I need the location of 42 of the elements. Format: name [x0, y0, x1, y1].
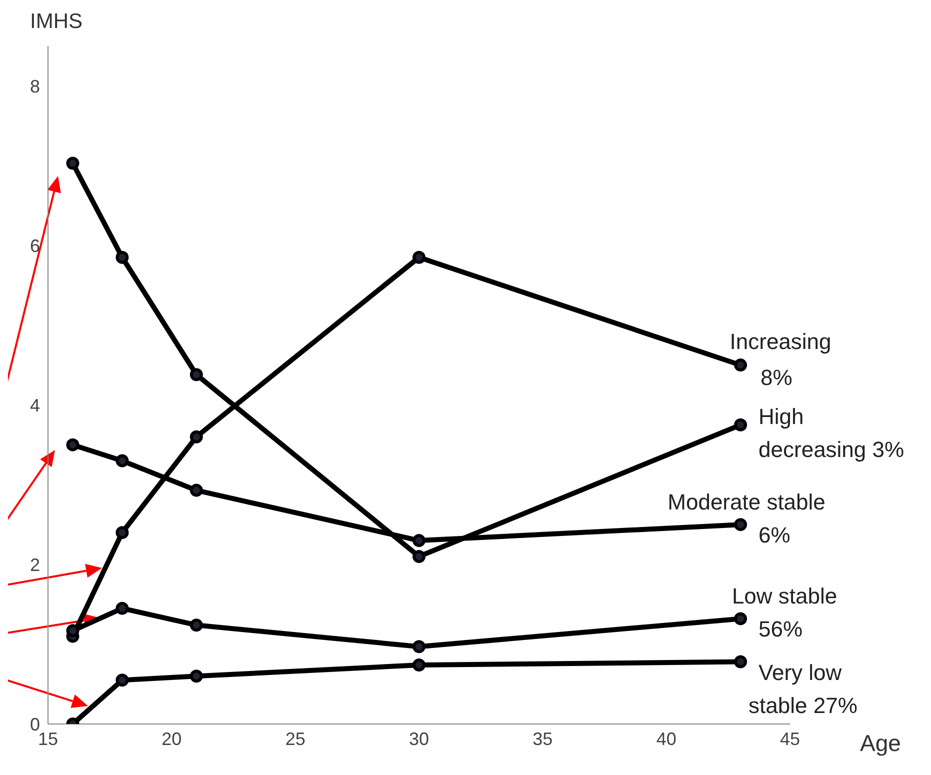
point: [116, 526, 129, 540]
point: [412, 550, 426, 563]
y-axis-title: IMHS: [30, 10, 82, 34]
point: [412, 640, 426, 654]
series-label: Very low stable 27%: [748, 660, 858, 718]
y-tick-label: 8: [30, 76, 40, 96]
series-label: Increasing 8%: [730, 329, 832, 390]
point: [412, 658, 426, 672]
y-tick-label: 6: [30, 236, 40, 256]
point: [734, 518, 748, 532]
point: [412, 250, 426, 264]
x-tick-label: 35: [532, 728, 553, 749]
series-label: Moderate stable 6%: [668, 490, 826, 548]
point: [66, 624, 80, 638]
point: [734, 612, 748, 626]
point: [66, 156, 80, 170]
x-tick-label: 30: [408, 728, 430, 749]
x-axis-title: Age: [860, 730, 901, 757]
series-label: Low stable 56%: [732, 584, 838, 642]
series-label: High decreasing 3%: [758, 404, 904, 462]
point: [66, 438, 80, 452]
y-tick-label: 4: [30, 395, 40, 416]
x-tick-label: 15: [38, 728, 58, 749]
point: [190, 430, 203, 444]
point: [116, 602, 129, 615]
y-tick-label: 2: [30, 554, 40, 575]
point: [734, 358, 748, 372]
point: [190, 368, 203, 382]
point: [116, 250, 129, 264]
point: [116, 674, 129, 687]
point: [412, 534, 426, 548]
point: [734, 418, 748, 432]
point: [190, 484, 203, 497]
point: [116, 454, 129, 468]
x-tick-label: 40: [656, 728, 676, 749]
point: [190, 618, 203, 632]
y-tick-label: 0: [30, 714, 40, 734]
x-tick-label: 20: [162, 728, 182, 749]
point: [190, 670, 203, 683]
point: [734, 655, 748, 668]
x-tick-label: 45: [780, 728, 800, 749]
x-tick-label: 25: [285, 728, 306, 749]
